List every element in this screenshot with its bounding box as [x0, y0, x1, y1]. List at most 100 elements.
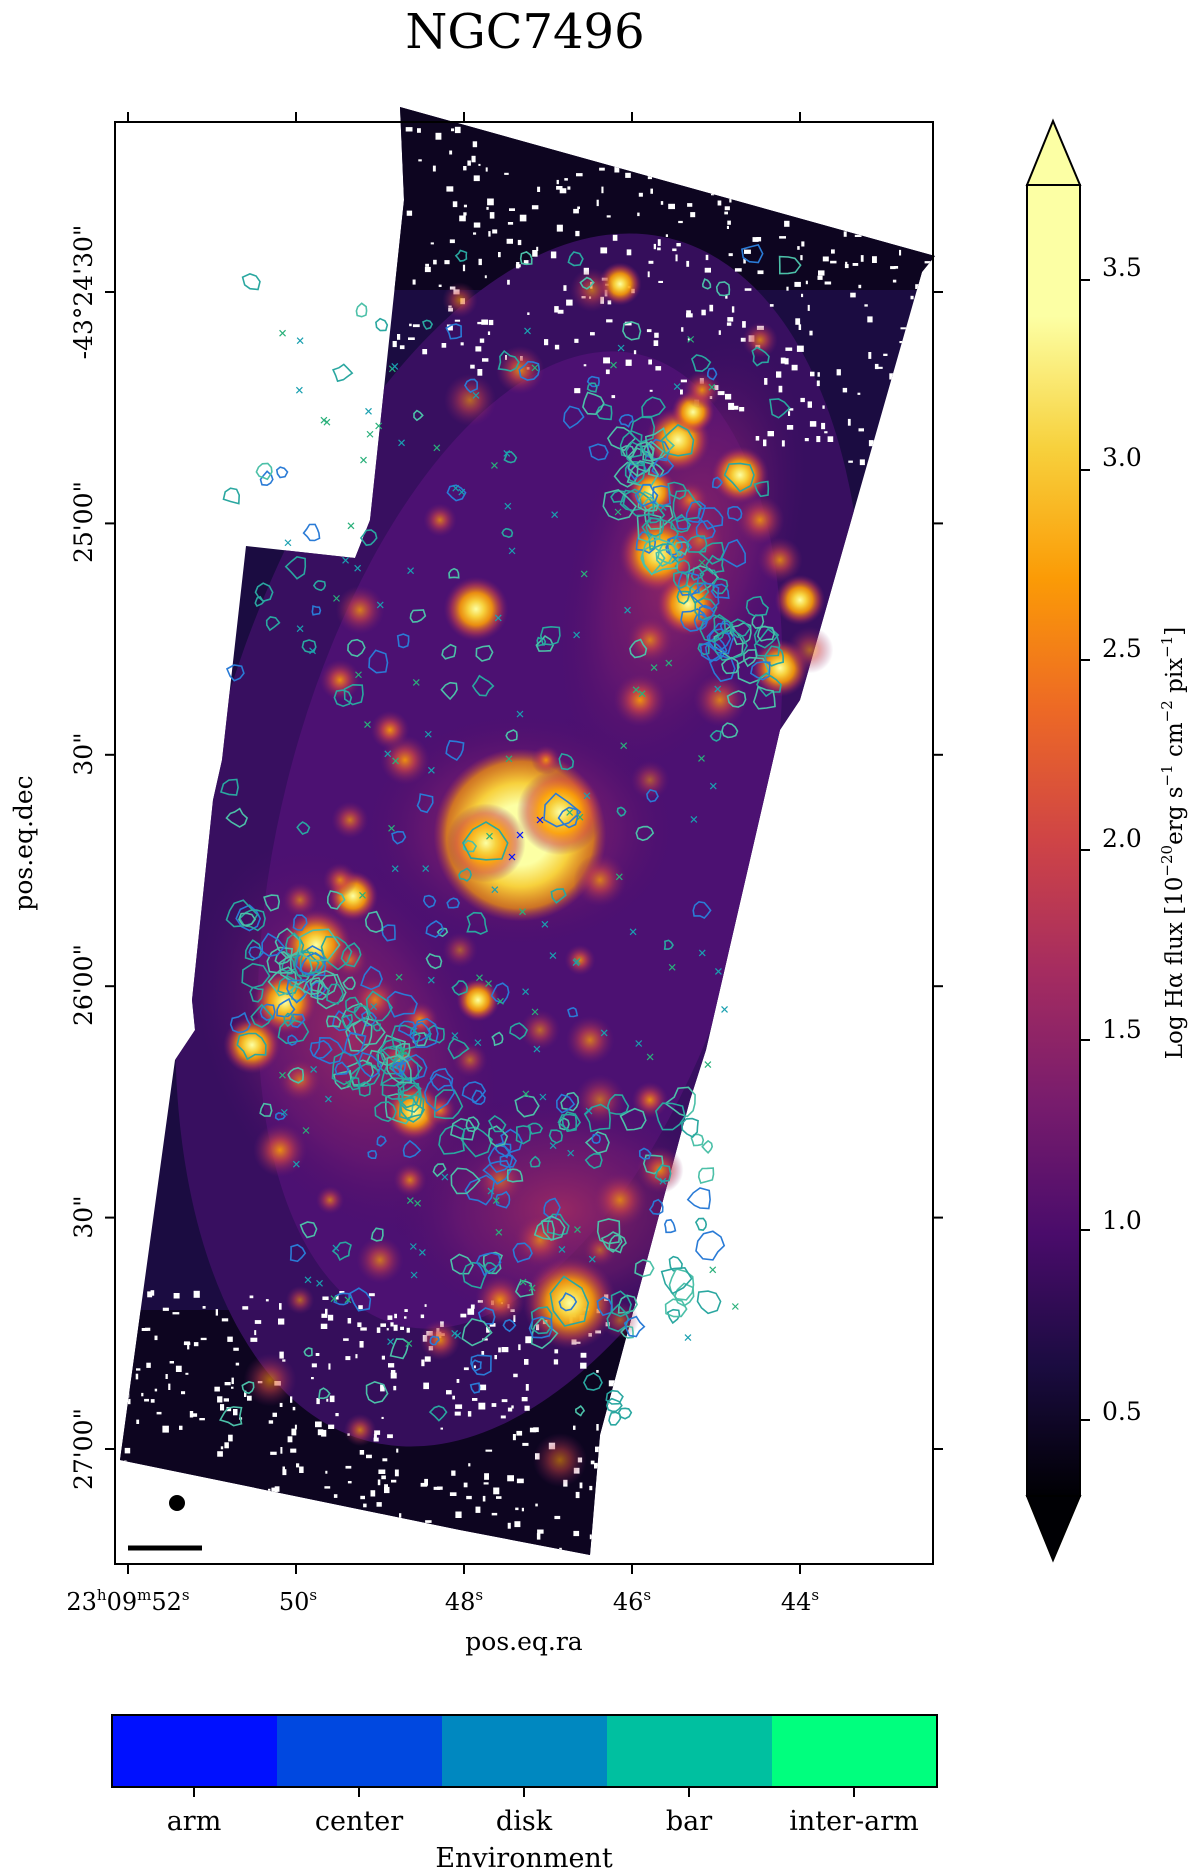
- region-contour: [690, 582, 720, 610]
- cluster-marker: [452, 484, 460, 492]
- masked-pixel: [279, 1402, 283, 1407]
- region-contour: [629, 638, 648, 659]
- region-contour: [445, 323, 463, 340]
- masked-pixel: [175, 1365, 182, 1372]
- region-contour: [610, 489, 626, 503]
- cluster-marker: [320, 416, 328, 424]
- cluster-marker: [558, 1245, 566, 1253]
- cluster-marker: [284, 539, 292, 547]
- masked-pixel: [235, 1362, 240, 1366]
- masked-pixel: [858, 284, 862, 289]
- masked-pixel: [395, 1519, 402, 1524]
- cluster-marker: [551, 511, 559, 519]
- region-contour: [641, 516, 679, 551]
- masked-pixel: [126, 1523, 134, 1527]
- region-contour: [466, 911, 488, 935]
- region-contour: [237, 912, 257, 927]
- y-axis-label: pos.eq.dec: [9, 775, 38, 910]
- region-contour: [487, 1143, 514, 1174]
- cluster-marker: [474, 1039, 482, 1047]
- region-contour: [660, 1266, 693, 1295]
- masked-pixel: [498, 1347, 501, 1353]
- region-contour: [413, 409, 424, 422]
- masked-pixel: [165, 1374, 168, 1379]
- masked-pixel: [483, 1546, 489, 1549]
- masked-pixel: [387, 114, 392, 120]
- x-axis-label: pos.eq.ra: [465, 1627, 583, 1656]
- region-contour: [370, 1227, 384, 1242]
- masked-pixel: [138, 1492, 142, 1498]
- masked-pixel: [380, 1384, 385, 1392]
- cluster-marker: [388, 824, 395, 832]
- region-contour: [582, 391, 605, 416]
- masked-pixel: [399, 1513, 402, 1518]
- region-contour: [462, 1261, 488, 1289]
- region-contour: [562, 405, 585, 430]
- region-contour: [384, 1093, 416, 1125]
- masked-pixel: [477, 369, 483, 376]
- masked-pixel: [470, 364, 475, 369]
- region-contour: [266, 946, 294, 974]
- hii-region: [570, 268, 614, 312]
- hii-region: [223, 1016, 281, 1074]
- region-contour: [642, 496, 660, 512]
- region-contour: [376, 1135, 387, 1147]
- region-contour: [229, 1011, 251, 1034]
- masked-pixel: [422, 349, 428, 355]
- masked-pixel: [900, 327, 908, 330]
- masked-pixel: [744, 288, 752, 291]
- cluster-marker: [354, 564, 362, 572]
- masked-pixel: [463, 204, 467, 208]
- region-contour: [471, 1359, 482, 1372]
- region-contour: [697, 507, 724, 530]
- region-contour: [648, 1198, 664, 1216]
- masked-pixel: [507, 1475, 514, 1482]
- cluster-marker: [528, 1284, 536, 1292]
- region-contour: [490, 982, 510, 1005]
- masked-pixel: [301, 1546, 305, 1554]
- cluster-marker: [324, 1095, 332, 1103]
- cluster-marker: [424, 730, 432, 738]
- region-contour: [374, 1101, 397, 1123]
- masked-pixel: [394, 1469, 399, 1477]
- hii-region: [282, 882, 318, 918]
- cluster-marker: [330, 1295, 338, 1303]
- region-contour: [447, 1037, 470, 1060]
- masked-pixel: [516, 262, 520, 269]
- masked-pixel: [345, 1465, 352, 1469]
- masked-pixel: [227, 1336, 233, 1342]
- masked-pixel: [517, 239, 522, 246]
- hii-region: [319, 659, 361, 701]
- region-contour: [602, 489, 638, 521]
- masked-pixel: [668, 203, 675, 210]
- masked-pixel: [392, 341, 397, 348]
- region-contour: [287, 1034, 299, 1046]
- cluster-marker: [292, 1160, 300, 1168]
- region-contour: [461, 1318, 493, 1347]
- masked-pixel: [376, 1327, 381, 1333]
- masked-pixel: [238, 1491, 243, 1495]
- masked-pixel: [440, 1427, 443, 1430]
- masked-pixel: [417, 128, 421, 133]
- masked-pixel: [655, 366, 662, 371]
- cluster-marker: [384, 750, 392, 758]
- cluster-marker: [704, 1061, 712, 1069]
- region-contour: [533, 1220, 555, 1241]
- masked-pixel: [127, 1398, 131, 1405]
- masked-pixel: [488, 319, 494, 326]
- region-contour: [606, 1303, 630, 1333]
- region-contour: [640, 544, 666, 576]
- region-contour: [665, 536, 684, 556]
- masked-pixel: [729, 196, 732, 203]
- env-swatch-arm: [112, 1715, 277, 1787]
- masked-pixel: [473, 175, 480, 182]
- masked-pixel: [272, 1412, 277, 1417]
- masked-pixel: [608, 1380, 615, 1387]
- masked-pixel: [484, 275, 487, 279]
- region-contour: [663, 939, 674, 950]
- masked-pixel: [154, 1388, 158, 1392]
- region-contour: [505, 729, 518, 742]
- masked-pixel: [779, 236, 786, 239]
- masked-pixel: [418, 159, 422, 162]
- region-contour: [360, 965, 383, 991]
